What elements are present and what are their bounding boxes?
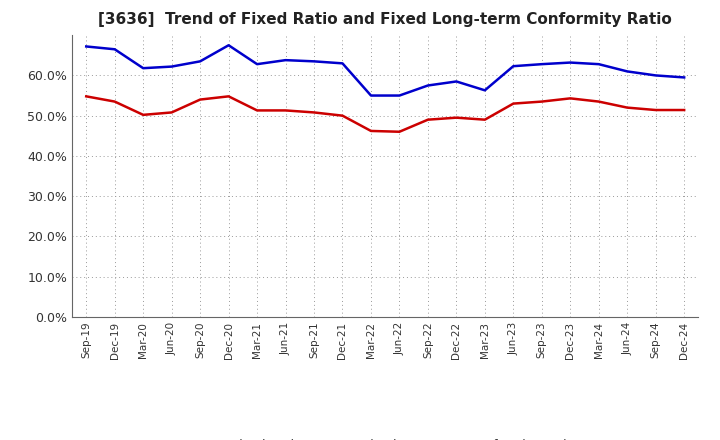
Fixed Long-term Conformity Ratio	[196, 97, 204, 102]
Fixed Ratio	[652, 73, 660, 78]
Fixed Ratio	[253, 62, 261, 67]
Fixed Ratio	[452, 79, 461, 84]
Line: Fixed Long-term Conformity Ratio: Fixed Long-term Conformity Ratio	[86, 96, 684, 132]
Fixed Long-term Conformity Ratio	[167, 110, 176, 115]
Title: [3636]  Trend of Fixed Ratio and Fixed Long-term Conformity Ratio: [3636] Trend of Fixed Ratio and Fixed Lo…	[99, 12, 672, 27]
Fixed Long-term Conformity Ratio	[395, 129, 404, 134]
Fixed Ratio	[566, 60, 575, 65]
Fixed Long-term Conformity Ratio	[595, 99, 603, 104]
Fixed Long-term Conformity Ratio	[537, 99, 546, 104]
Fixed Long-term Conformity Ratio	[423, 117, 432, 122]
Fixed Ratio	[338, 61, 347, 66]
Fixed Ratio	[366, 93, 375, 98]
Fixed Long-term Conformity Ratio	[282, 108, 290, 113]
Legend: Fixed Ratio, Fixed Long-term Conformity Ratio: Fixed Ratio, Fixed Long-term Conformity …	[191, 434, 580, 440]
Fixed Ratio	[595, 62, 603, 67]
Fixed Long-term Conformity Ratio	[225, 94, 233, 99]
Fixed Ratio	[423, 83, 432, 88]
Fixed Ratio	[139, 66, 148, 71]
Fixed Long-term Conformity Ratio	[82, 94, 91, 99]
Fixed Ratio	[110, 47, 119, 52]
Fixed Long-term Conformity Ratio	[509, 101, 518, 106]
Fixed Ratio	[282, 58, 290, 63]
Fixed Long-term Conformity Ratio	[480, 117, 489, 122]
Fixed Long-term Conformity Ratio	[652, 107, 660, 113]
Fixed Ratio	[480, 88, 489, 93]
Fixed Long-term Conformity Ratio	[253, 108, 261, 113]
Fixed Long-term Conformity Ratio	[366, 128, 375, 134]
Fixed Ratio	[310, 59, 318, 64]
Fixed Long-term Conformity Ratio	[310, 110, 318, 115]
Fixed Long-term Conformity Ratio	[680, 107, 688, 113]
Fixed Long-term Conformity Ratio	[139, 112, 148, 117]
Fixed Ratio	[167, 64, 176, 69]
Fixed Ratio	[623, 69, 631, 74]
Fixed Long-term Conformity Ratio	[110, 99, 119, 104]
Fixed Long-term Conformity Ratio	[623, 105, 631, 110]
Fixed Ratio	[680, 75, 688, 80]
Fixed Long-term Conformity Ratio	[452, 115, 461, 120]
Fixed Long-term Conformity Ratio	[566, 96, 575, 101]
Line: Fixed Ratio: Fixed Ratio	[86, 45, 684, 95]
Fixed Ratio	[395, 93, 404, 98]
Fixed Ratio	[225, 43, 233, 48]
Fixed Ratio	[82, 44, 91, 49]
Fixed Ratio	[509, 63, 518, 69]
Fixed Long-term Conformity Ratio	[338, 113, 347, 118]
Fixed Ratio	[537, 62, 546, 67]
Fixed Ratio	[196, 59, 204, 64]
